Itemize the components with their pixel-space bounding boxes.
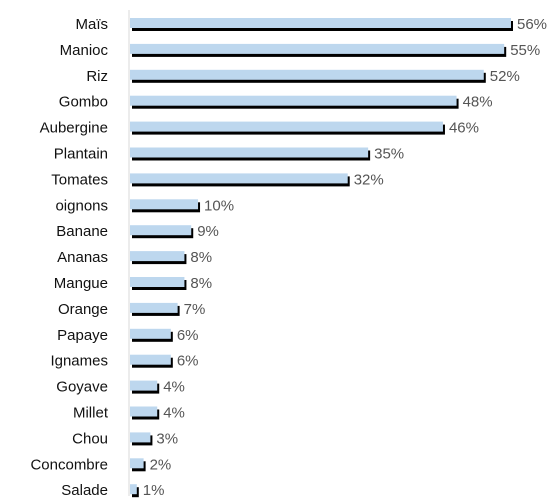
category-label: Goyave [56, 379, 108, 396]
category-label: Ananas [57, 249, 108, 266]
bar [130, 380, 158, 391]
category-label: Manioc [60, 42, 109, 59]
value-label: 35% [374, 146, 404, 163]
category-label: Mangue [54, 275, 108, 292]
bar [130, 484, 137, 495]
value-label: 7% [184, 301, 206, 318]
bar [130, 328, 171, 339]
bar [130, 277, 185, 287]
value-label: 46% [449, 120, 479, 137]
bar [130, 173, 348, 184]
category-label: Plantain [54, 146, 108, 163]
value-label: 8% [190, 249, 212, 266]
category-label: Gombo [59, 94, 108, 111]
category-label: Aubergine [40, 120, 108, 137]
bar [130, 225, 192, 236]
bar [130, 121, 443, 132]
bar [130, 95, 457, 106]
value-label: 4% [163, 405, 185, 422]
category-label: Riz [86, 68, 108, 85]
value-label: 6% [177, 353, 199, 370]
bar [130, 43, 505, 54]
category-label: Banane [56, 223, 108, 240]
value-label: 4% [163, 379, 185, 396]
value-label: 2% [150, 456, 172, 473]
category-label: Millet [73, 405, 109, 422]
value-label: 6% [177, 327, 199, 344]
value-label: 3% [156, 430, 178, 447]
value-label: 56% [517, 16, 547, 33]
bar [130, 18, 511, 28]
value-label: 8% [190, 275, 212, 292]
category-label: Papaye [57, 327, 108, 344]
bar [130, 199, 199, 210]
bar [130, 432, 151, 443]
labels-layer: Maïs 56% Manioc 55% Riz 52% Gombo 48% Aubergine 4… [30, 16, 547, 498]
value-label: 10% [204, 197, 234, 214]
bar [130, 302, 178, 313]
category-label: Maïs [75, 16, 108, 33]
category-label: Tomates [51, 171, 108, 188]
bar [130, 251, 185, 262]
value-label: 55% [510, 42, 540, 59]
bars-layer [130, 18, 513, 498]
bar [130, 458, 144, 469]
value-label: 1% [143, 482, 165, 498]
value-label: 48% [463, 94, 493, 111]
bar [130, 147, 369, 158]
category-label: oignons [55, 197, 108, 214]
category-label: Orange [58, 301, 108, 318]
category-label: Salade [61, 482, 108, 498]
category-label: Chou [72, 430, 108, 447]
value-label: 52% [490, 68, 520, 85]
value-label: 9% [197, 223, 219, 240]
bar [130, 354, 171, 365]
value-label: 32% [354, 171, 384, 188]
bar [130, 406, 158, 417]
category-label: Ignames [50, 353, 108, 370]
bar [130, 69, 484, 80]
category-label: Concombre [30, 456, 108, 473]
